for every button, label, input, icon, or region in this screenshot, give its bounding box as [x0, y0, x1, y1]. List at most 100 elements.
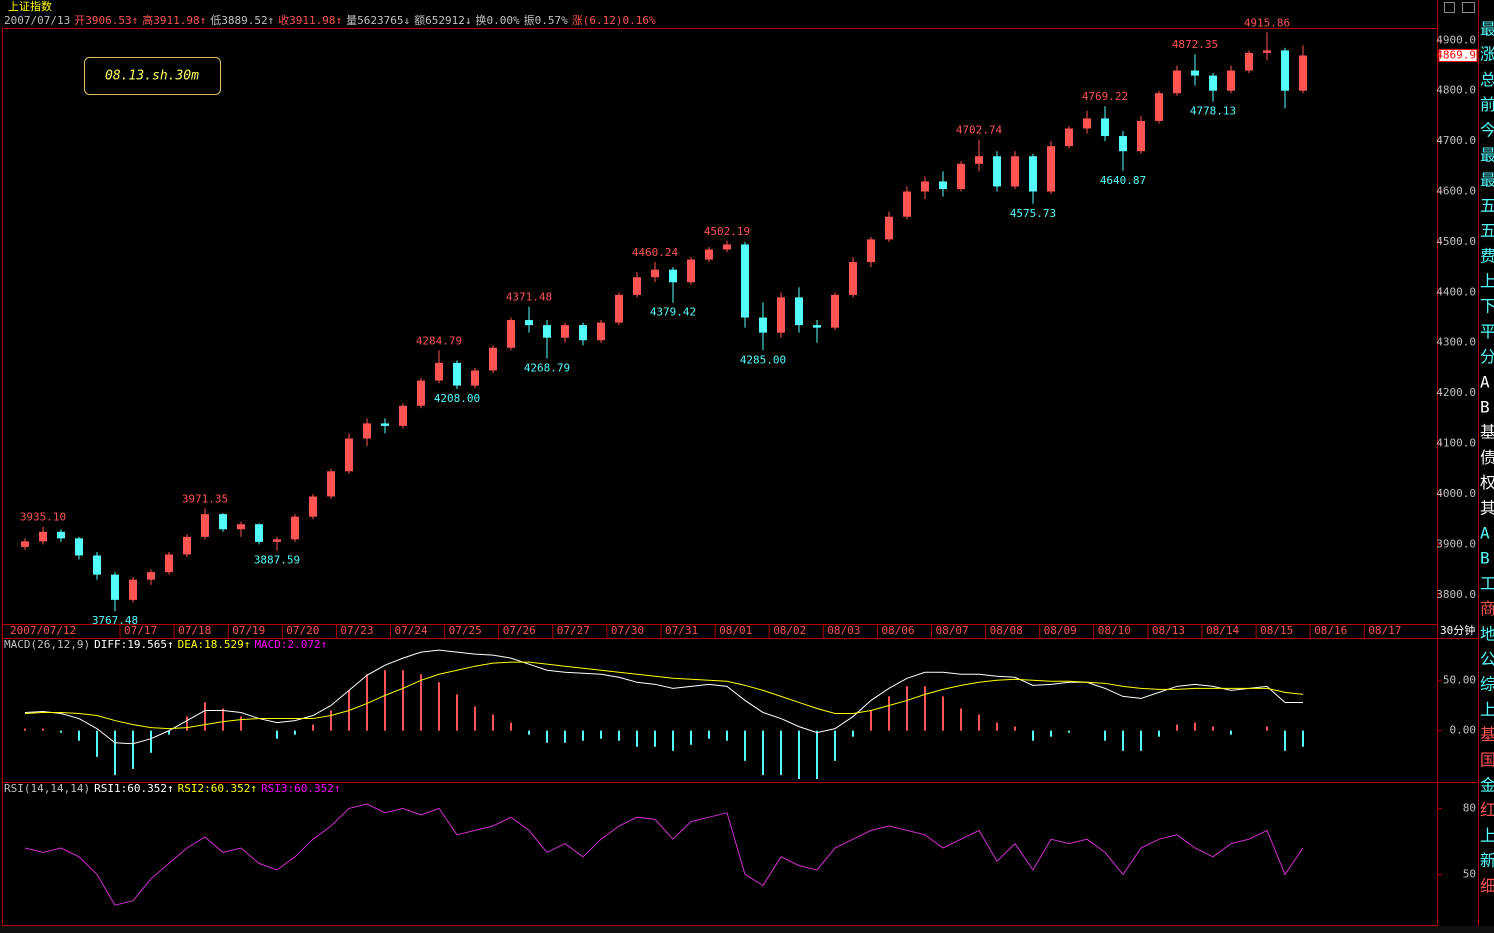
candle-body: [381, 423, 389, 426]
sidebar-item: 综: [1480, 675, 1494, 694]
candle-body: [741, 244, 749, 318]
header-item: MACD(26,12,9): [4, 638, 90, 651]
macd-line: [24, 649, 1303, 745]
high-label: 3935.10: [20, 511, 66, 524]
candle-body: [651, 269, 659, 278]
low-label: 3767.48: [92, 614, 138, 627]
sidebar-item: 上: [1480, 272, 1494, 291]
header-item: 涨(6.12)0.16%: [572, 14, 656, 27]
candle-body: [273, 539, 281, 542]
low-label: 4640.87: [1100, 174, 1146, 187]
window-button[interactable]: [1462, 2, 1475, 13]
window-button[interactable]: [1444, 2, 1455, 13]
y-tick-label: 0.00: [1450, 724, 1477, 737]
candle-body: [363, 423, 371, 439]
sidebar-item: 公: [1480, 650, 1494, 669]
x-tick-label: 08/03: [827, 624, 860, 637]
x-tick-label: 07/23: [340, 624, 373, 637]
candle-body: [93, 555, 101, 575]
last-price-box: [1438, 48, 1478, 62]
sidebar-item: 商: [1480, 599, 1494, 618]
y-tick-label: 4600.0: [1436, 185, 1476, 198]
y-tick-label: 3900.0: [1436, 537, 1476, 550]
x-tick-label: 07/31: [665, 624, 698, 637]
header-item: 高3911.98↑: [142, 13, 206, 27]
sidebar-item: A: [1480, 372, 1490, 391]
sidebar-item: 金: [1480, 776, 1494, 795]
y-tick-label: 3800.0: [1436, 588, 1476, 601]
header-item: DEA:18.529↑: [178, 638, 251, 651]
header-item: RSI1:60.352↑: [94, 782, 173, 795]
candle-body: [975, 156, 983, 164]
candle-body: [615, 294, 623, 323]
candle-body: [795, 297, 803, 326]
header-item: DIFF:19.565↑: [94, 638, 173, 651]
x-tick-label: 08/02: [773, 624, 806, 637]
candle-body: [255, 524, 263, 542]
x-tick-label: 08/08: [990, 624, 1023, 637]
candle-body: [489, 347, 497, 371]
candle-body: [1101, 118, 1109, 137]
candle-body: [147, 572, 155, 580]
sidebar-item: 上: [1480, 700, 1494, 719]
header-item: 2007/07/13: [4, 14, 70, 27]
x-tick-label: 07/19: [232, 624, 265, 637]
sidebar-item: 涨: [1480, 45, 1494, 64]
x-tick-label: 08/13: [1152, 624, 1185, 637]
candle-body: [1155, 93, 1163, 121]
candle-body: [201, 514, 209, 537]
header-item: MACD:2.072↑: [254, 638, 327, 651]
low-label: 4379.42: [650, 306, 696, 319]
candle-body: [1083, 118, 1091, 129]
candle-body: [1263, 50, 1271, 53]
candle-body: [39, 531, 47, 542]
candle-body: [345, 438, 353, 472]
candle-body: [165, 554, 173, 573]
sidebar-item: 基: [1480, 725, 1494, 744]
y-tick-label: 4200.0: [1436, 386, 1476, 399]
sidebar-item: 最: [1480, 20, 1494, 39]
candle-body: [507, 320, 515, 348]
candle-body: [453, 362, 461, 386]
candle-body: [327, 471, 335, 497]
candle-body: [1227, 70, 1235, 91]
candle-body: [705, 249, 713, 260]
x-tick-label: 08/06: [881, 624, 914, 637]
last-price: 4869.9: [1436, 48, 1476, 61]
low-label: 4285.00: [740, 353, 786, 366]
status-bar: [0, 926, 1494, 933]
candle-body: [1299, 55, 1307, 91]
candle-body: [417, 380, 425, 406]
candle-body: [759, 317, 767, 333]
x-tick-label: 08/01: [719, 624, 752, 637]
header-item: 低3889.52↑: [210, 14, 274, 27]
rsi-line: [24, 803, 1304, 906]
candle-body: [237, 524, 245, 530]
y-tick-label: 4500.0: [1436, 235, 1476, 248]
candle-body: [687, 259, 695, 283]
candle-body: [813, 325, 821, 328]
sidebar-item: 基: [1480, 423, 1494, 442]
candle-body: [1047, 146, 1055, 192]
candle-body: [831, 294, 839, 328]
candle-body: [129, 579, 137, 600]
x-tick-label: 08/16: [1314, 624, 1347, 637]
candle-body: [867, 239, 875, 263]
x-tick-label: 07/24: [395, 624, 428, 637]
candle-body: [597, 322, 605, 341]
header-item: 换0.00%: [476, 13, 520, 27]
candle-body: [435, 362, 443, 381]
candle-body: [561, 325, 569, 338]
low-label: 3887.59: [254, 554, 300, 567]
y-tick-label: 4400.0: [1436, 285, 1476, 298]
candle-body: [21, 541, 29, 547]
candle-body: [777, 297, 785, 333]
header-item: 量5623765↓: [346, 14, 410, 27]
x-tick-label: 07/30: [611, 624, 644, 637]
candle-body: [579, 325, 587, 341]
sidebar-item: 费: [1480, 246, 1494, 265]
y-tick-label: 4800.0: [1436, 84, 1476, 97]
